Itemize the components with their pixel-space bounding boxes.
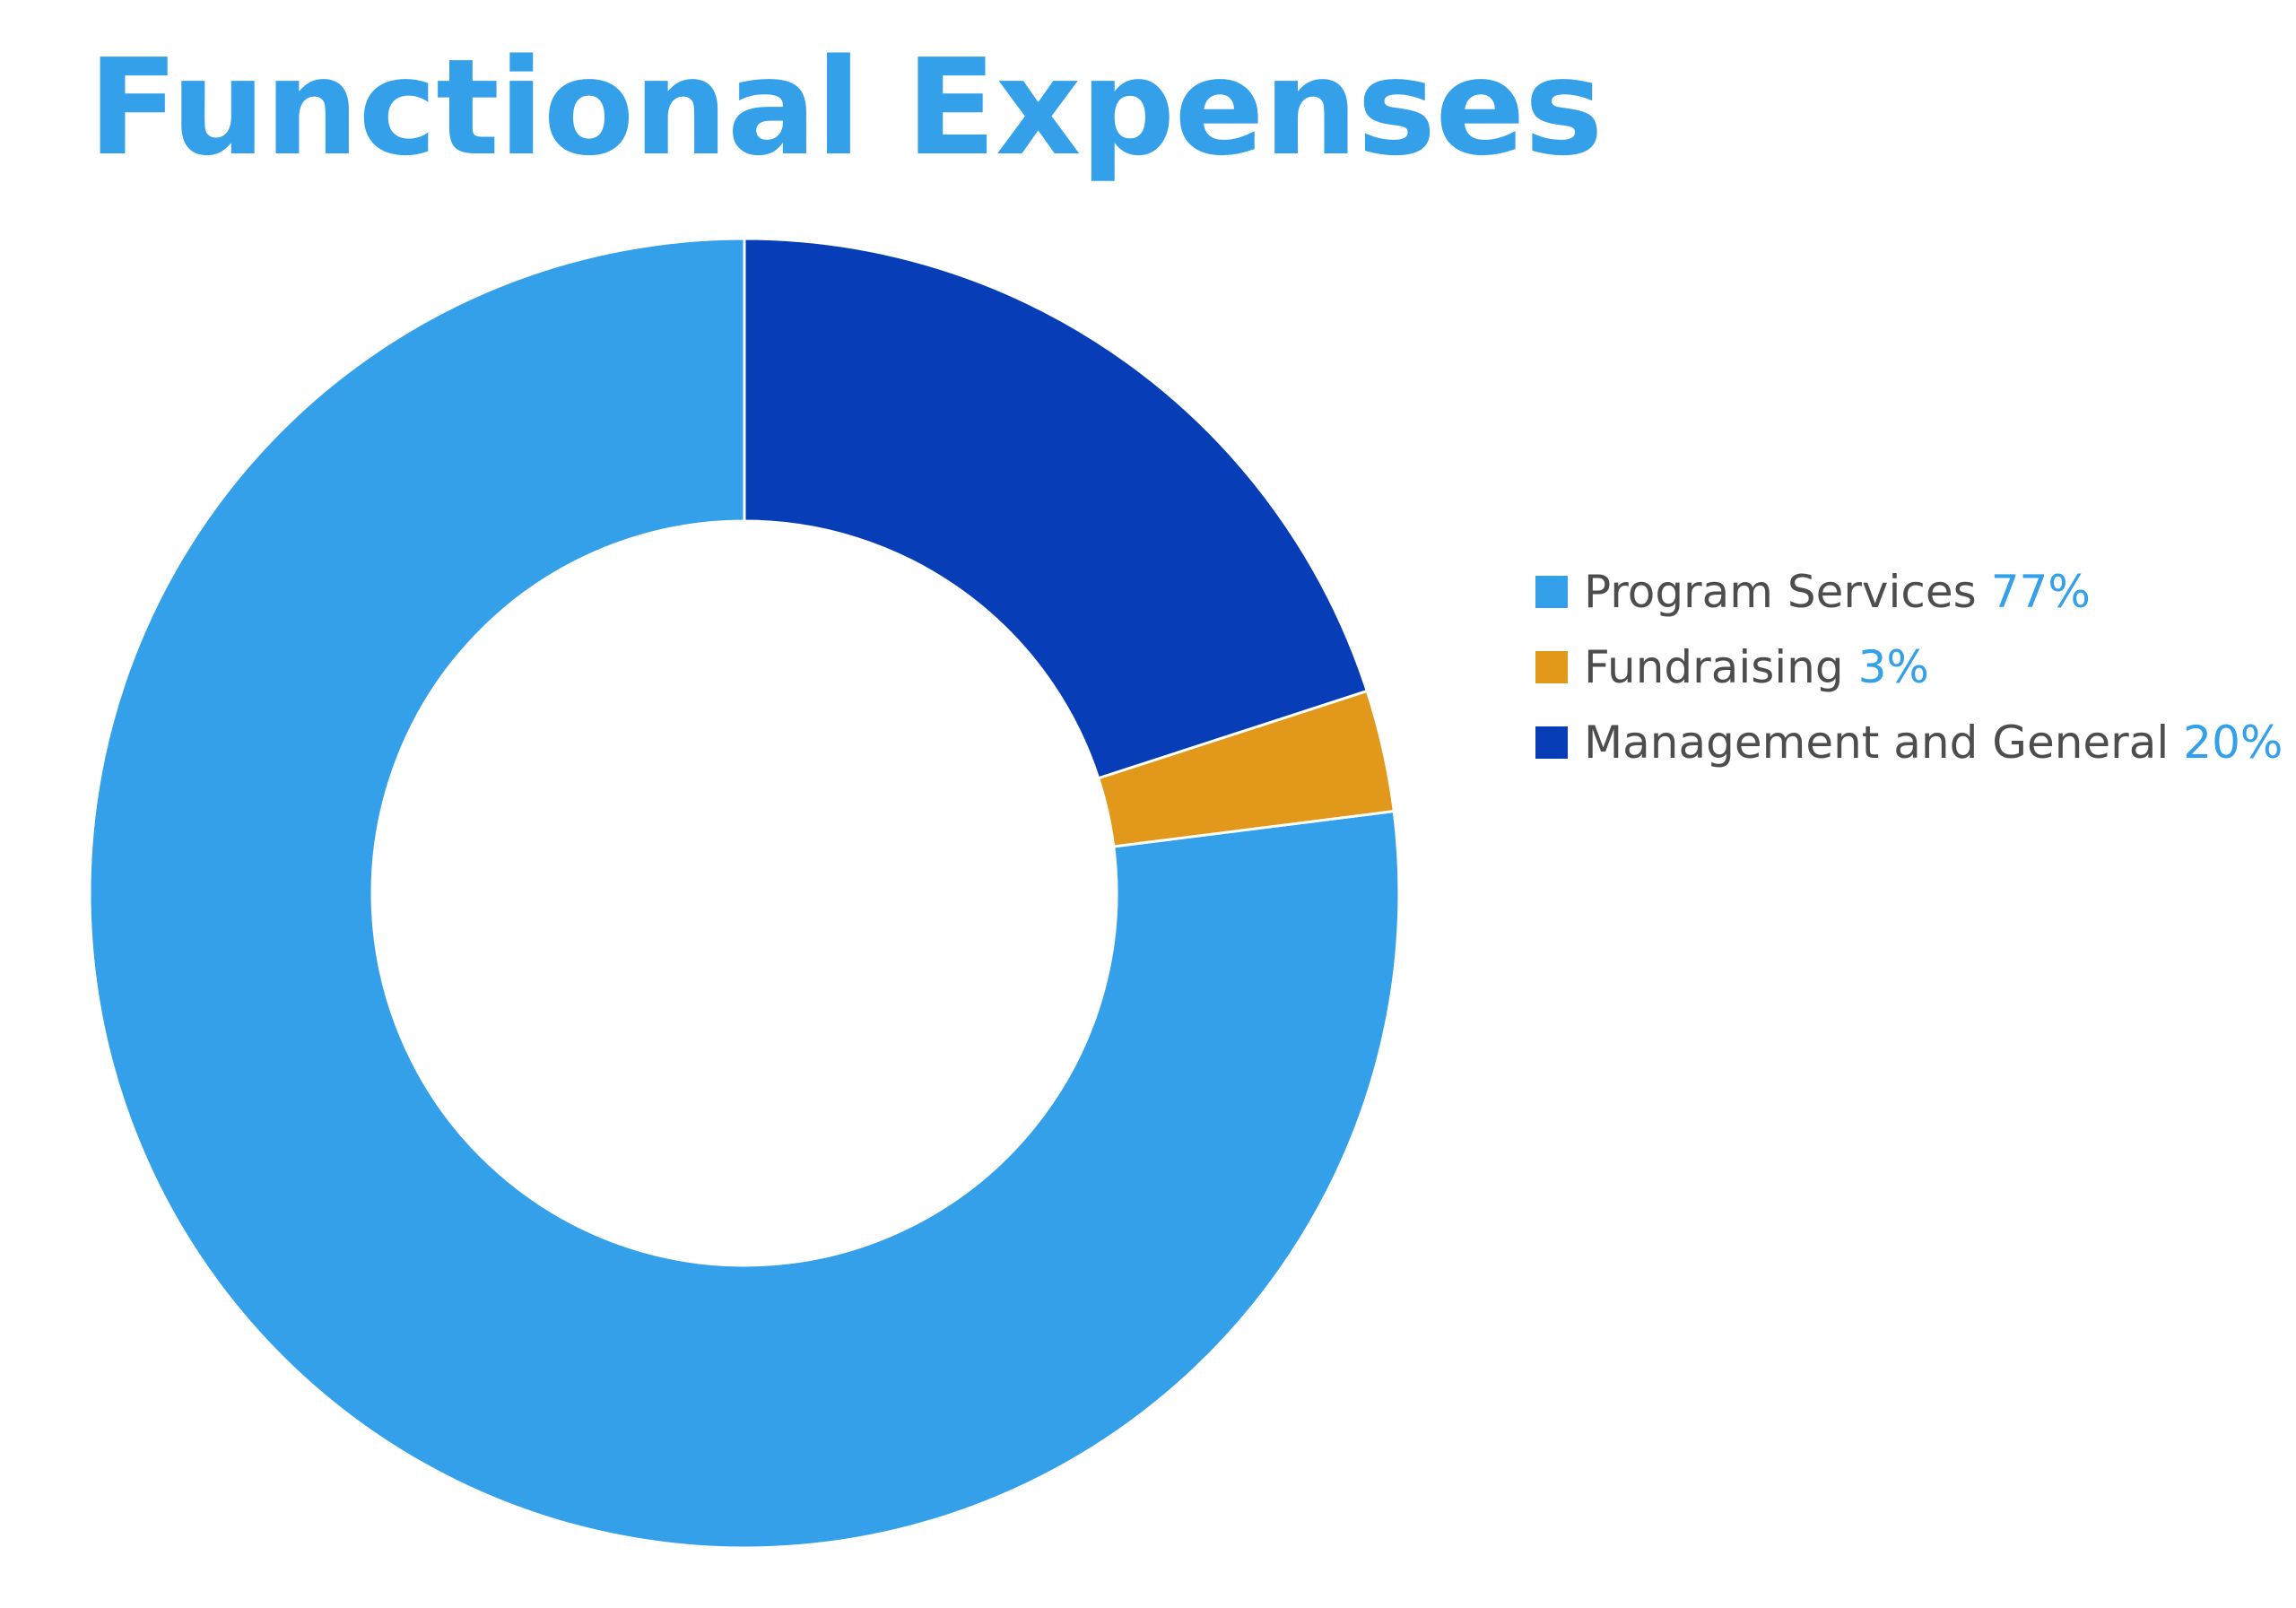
legend-value: 20% <box>2183 717 2283 769</box>
donut-slices <box>88 237 1401 1550</box>
donut-slice-program-services <box>88 237 1401 1550</box>
legend-swatch <box>1535 726 1568 759</box>
chart-title: Functional Expenses <box>88 30 1604 185</box>
legend-value: 3% <box>1857 641 1929 693</box>
legend-label: Management and General <box>1584 717 2170 769</box>
legend-swatch <box>1535 651 1568 683</box>
donut-chart <box>88 237 1401 1550</box>
legend-swatch <box>1535 576 1568 608</box>
legend-item-program-services: Program Services 77% <box>1535 554 2283 630</box>
legend-value: 77% <box>1990 566 2091 618</box>
legend-label: Fundraising <box>1584 641 1844 693</box>
legend-item-management-and-general: Management and General 20% <box>1535 705 2283 780</box>
donut-slice-management-and-general <box>743 237 1369 780</box>
legend-item-fundraising: Fundraising 3% <box>1535 630 2283 705</box>
legend: Program Services 77% Fundraising 3% Mana… <box>1535 554 2283 780</box>
legend-label: Program Services <box>1584 566 1977 618</box>
